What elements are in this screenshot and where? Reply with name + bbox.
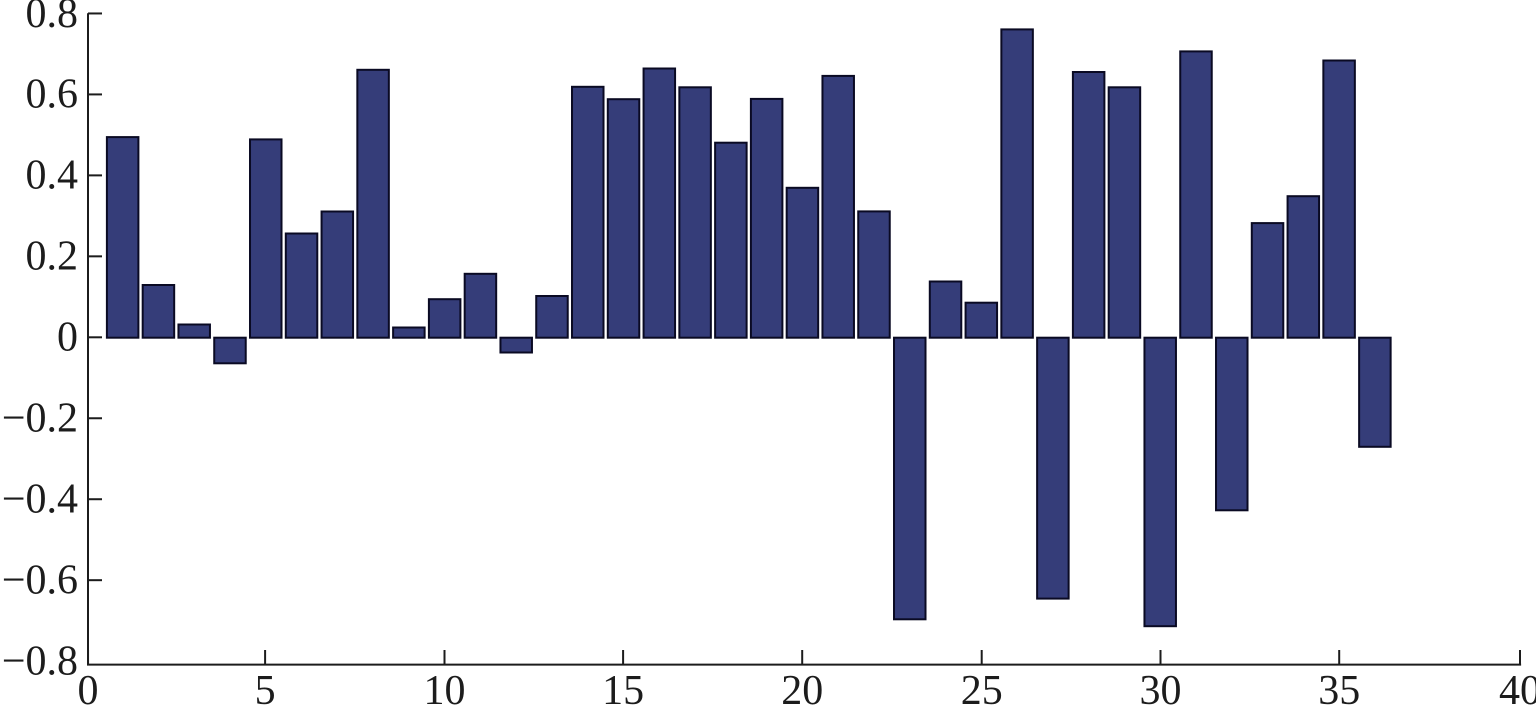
svg-text:10: 10 bbox=[424, 668, 466, 705]
svg-text:−0.4: −0.4 bbox=[2, 477, 78, 523]
svg-text:−0.2: −0.2 bbox=[2, 396, 78, 442]
svg-text:30: 30 bbox=[1140, 668, 1182, 705]
svg-text:0.6: 0.6 bbox=[26, 72, 79, 118]
svg-text:20: 20 bbox=[781, 668, 823, 705]
svg-text:35: 35 bbox=[1318, 668, 1360, 705]
svg-text:5: 5 bbox=[255, 668, 276, 705]
svg-text:15: 15 bbox=[602, 668, 644, 705]
svg-text:0.2: 0.2 bbox=[26, 234, 79, 280]
svg-text:0.4: 0.4 bbox=[26, 153, 79, 199]
svg-text:−0.8: −0.8 bbox=[2, 638, 78, 684]
svg-text:40: 40 bbox=[1499, 668, 1536, 705]
svg-text:0: 0 bbox=[57, 315, 78, 361]
svg-text:−0.6: −0.6 bbox=[2, 557, 78, 603]
svg-text:0: 0 bbox=[78, 668, 99, 705]
svg-text:0.8: 0.8 bbox=[26, 0, 79, 37]
svg-text:25: 25 bbox=[961, 668, 1003, 705]
